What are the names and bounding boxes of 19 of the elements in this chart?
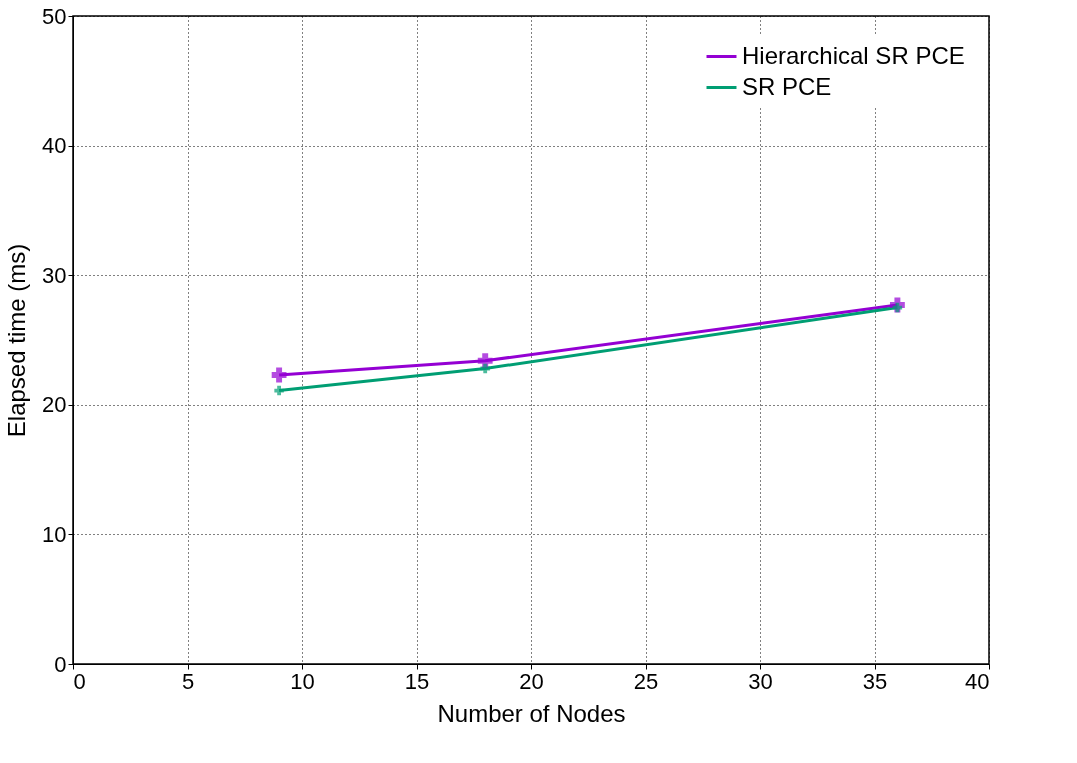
y-tick-label: 40 — [42, 133, 67, 159]
x-tick-label: 10 — [290, 668, 315, 694]
x-tick-label: 40 — [965, 668, 990, 694]
y-tick-label: 30 — [42, 262, 67, 288]
x-tick-label: 5 — [181, 668, 195, 694]
y-tick-label: 0 — [54, 651, 67, 677]
x-tick-label: 30 — [748, 668, 773, 694]
y-axis-title: Elapsed time (ms) — [3, 243, 31, 438]
x-tick-label: 0 — [73, 668, 86, 694]
legend-label: Hierarchical SR PCE — [742, 41, 965, 69]
x-tick-label: 20 — [519, 668, 544, 694]
y-tick-label: 10 — [42, 521, 67, 547]
x-axis-title: Number of Nodes — [437, 699, 626, 727]
y-tick-label: 50 — [42, 3, 67, 29]
x-tick-label: 35 — [862, 668, 888, 694]
y-tick-label: 20 — [42, 392, 67, 418]
legend-label: SR PCE — [742, 72, 832, 100]
x-tick-label: 25 — [633, 668, 659, 694]
x-tick-label: 15 — [404, 668, 430, 694]
